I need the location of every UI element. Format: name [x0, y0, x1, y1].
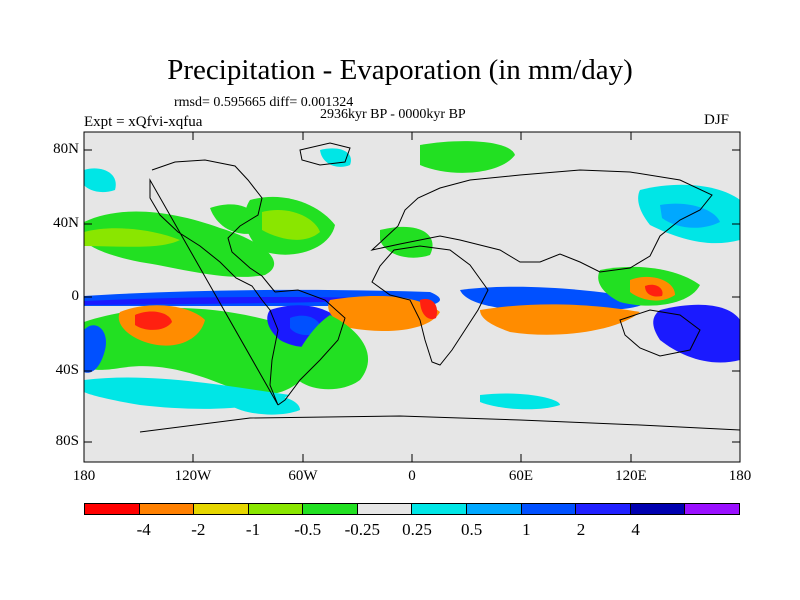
colorbar-label: -0.5 — [294, 520, 322, 539]
colorbar-box — [248, 504, 304, 514]
colorbar-label: 0.25 — [402, 520, 432, 539]
itcz-darkblue — [84, 297, 380, 305]
indian-orange — [480, 304, 640, 335]
colorbar-box — [357, 504, 413, 514]
colorbar-box — [85, 504, 140, 514]
colorbar-label: 1 — [522, 520, 531, 539]
namer-green — [210, 204, 261, 234]
colorbar-label: -0.25 — [344, 520, 381, 539]
colorbar-box — [685, 504, 739, 514]
lon-label: 60E — [508, 468, 534, 484]
wpac-red — [645, 284, 663, 297]
coastline-2 — [149, 178, 279, 406]
coastline-4 — [370, 169, 713, 273]
coastline-1 — [274, 289, 346, 406]
colorbar-box — [303, 504, 358, 514]
spac-red — [135, 311, 172, 330]
season-label: DJF — [704, 112, 730, 128]
indian-blue — [460, 286, 650, 311]
colorbar-label: -1 — [245, 520, 261, 539]
lon-label: 60W — [288, 468, 318, 484]
map-title: Precipitation - Evaporation (in mm/day) — [167, 54, 633, 86]
satl-red — [420, 299, 438, 320]
lon-label: 0 — [408, 468, 416, 484]
coastline-3 — [371, 245, 489, 366]
colorbar-label: -4 — [136, 520, 151, 539]
lat-label: 40S — [55, 362, 79, 378]
field-layer — [84, 141, 740, 415]
arctic-green — [420, 141, 515, 173]
colorbar-label: 2 — [576, 520, 586, 539]
lon-label: 180 — [72, 468, 96, 484]
colorbar-box — [412, 504, 468, 514]
lat-label: 0 — [71, 288, 80, 304]
west-blue — [84, 325, 106, 373]
colorbar-box — [630, 504, 686, 514]
swpac-darkblue — [653, 304, 740, 363]
lat-label: 80S — [55, 433, 79, 449]
colorbar — [84, 503, 740, 515]
period-label: 2936kyr BP - 0000kyr BP — [320, 107, 466, 122]
stats-label: rmsd= 0.595665 diff= 0.001324 — [174, 95, 354, 110]
nwpac-lightblue — [660, 203, 720, 228]
colorbar-box — [139, 504, 195, 514]
natl-lightgreen — [262, 210, 320, 240]
npac-green — [84, 211, 275, 277]
colorbar-label: 4 — [631, 520, 640, 539]
colorbar-box — [521, 504, 577, 514]
lon-label: 120W — [174, 468, 212, 484]
colorbar-box — [194, 504, 249, 514]
coastline-5 — [619, 309, 701, 357]
colorbar-label: -2 — [191, 520, 206, 539]
colorbar-box — [467, 504, 522, 514]
alaska-cyan — [84, 168, 116, 193]
drake-cyan — [230, 393, 300, 415]
lat-label: 80N — [53, 141, 79, 157]
coastline-7 — [139, 415, 740, 433]
coastline-0 — [151, 159, 276, 293]
coastline-6 — [299, 142, 351, 166]
experiment-label: Expt = xQfvi-xqfua — [84, 114, 203, 130]
npac-lightgreen — [84, 228, 180, 247]
colorbar-box — [576, 504, 631, 514]
soindian-cyan — [480, 393, 560, 410]
lon-label: 120E — [615, 468, 647, 484]
colorbar-label: 0.5 — [461, 520, 483, 539]
lat-label: 40N — [53, 215, 79, 231]
lon-label: 180 — [728, 468, 752, 484]
